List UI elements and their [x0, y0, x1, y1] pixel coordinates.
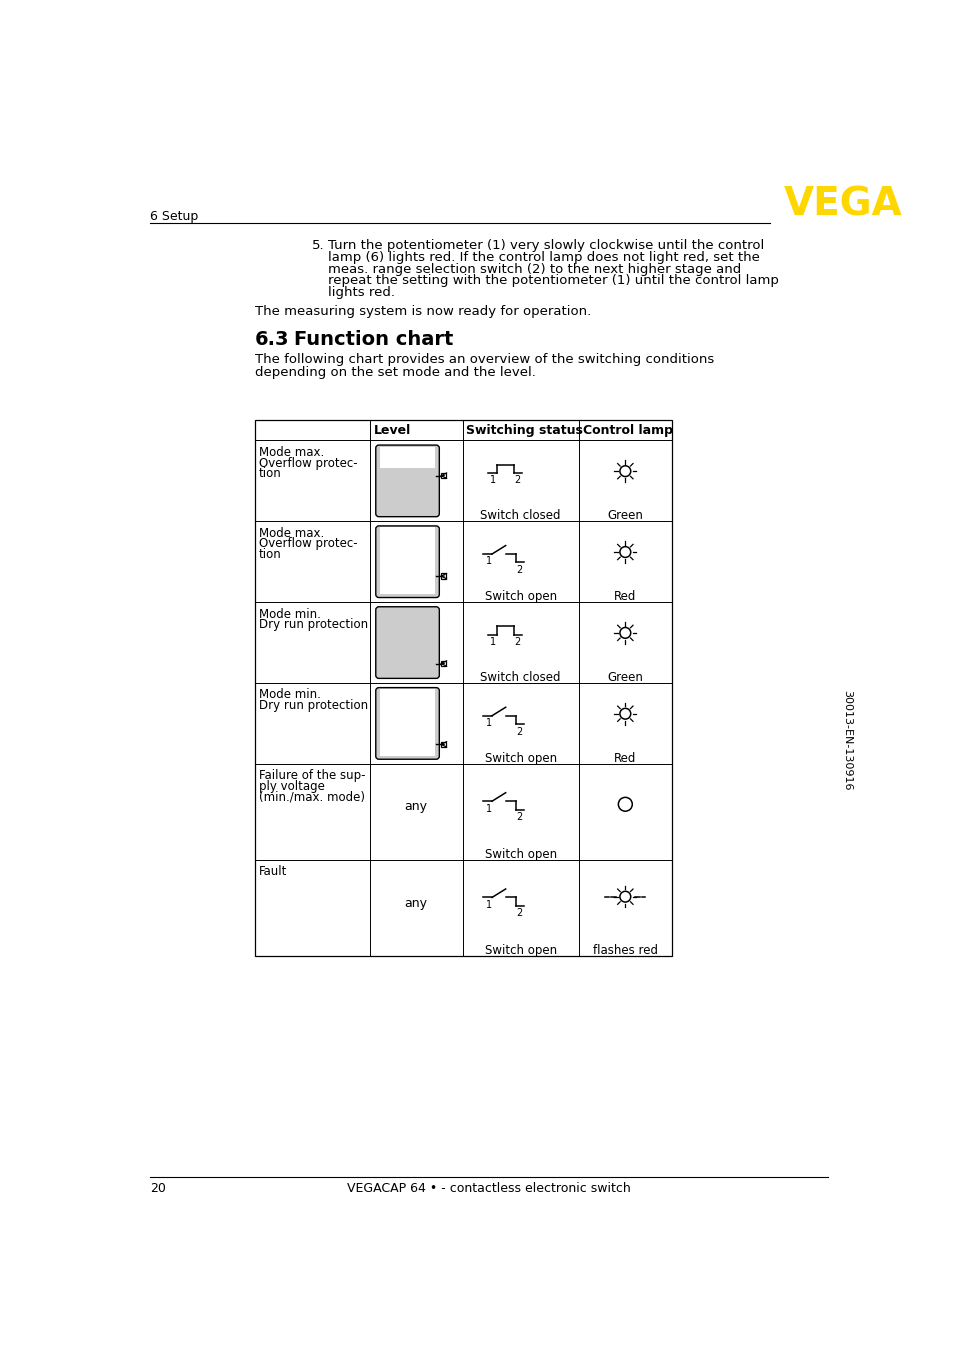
Text: The following chart provides an overview of the switching conditions: The following chart provides an overview… [254, 353, 714, 367]
Text: Red: Red [614, 590, 636, 603]
Text: repeat the setting with the potentiometer (1) until the control lamp: repeat the setting with the potentiomete… [328, 274, 779, 287]
Text: Switching status: Switching status [466, 424, 582, 437]
Text: Switch open: Switch open [484, 848, 557, 861]
Text: Switch open: Switch open [484, 751, 557, 765]
Text: 2: 2 [516, 565, 522, 575]
Text: 6 Setup: 6 Setup [150, 210, 198, 223]
FancyBboxPatch shape [375, 525, 439, 597]
Text: VEGACAP 64 • - contactless electronic switch: VEGACAP 64 • - contactless electronic sw… [347, 1182, 630, 1196]
Text: Fault: Fault [258, 865, 287, 879]
Text: any: any [404, 800, 427, 814]
Text: Mode max.: Mode max. [258, 527, 324, 540]
Text: depending on the set mode and the level.: depending on the set mode and the level. [254, 366, 536, 379]
Text: Mode min.: Mode min. [258, 688, 320, 701]
Text: 1: 1 [490, 475, 496, 486]
Text: Dry run protection: Dry run protection [258, 619, 368, 631]
Text: tion: tion [258, 548, 281, 562]
Text: lamp (6) lights red. If the control lamp does not light red, set the: lamp (6) lights red. If the control lamp… [328, 250, 760, 264]
Text: Switch closed: Switch closed [480, 670, 560, 684]
Text: any: any [404, 896, 427, 910]
Bar [254, 421, 671, 956]
Bar [380, 450, 435, 467]
Text: Overflow protec-: Overflow protec- [258, 456, 357, 470]
FancyBboxPatch shape [375, 445, 439, 517]
Bar [440, 574, 446, 578]
Text: Control lamp: Control lamp [582, 424, 672, 437]
Bar [440, 473, 446, 478]
Text: 1: 1 [485, 718, 491, 728]
Text: 2: 2 [516, 909, 522, 918]
Text: The measuring system is now ready for operation.: The measuring system is now ready for op… [254, 305, 591, 318]
Text: 1: 1 [490, 638, 496, 647]
Bar [440, 661, 446, 666]
Text: 1: 1 [485, 803, 491, 814]
Bar [380, 528, 435, 593]
Text: Switch open: Switch open [484, 590, 557, 603]
Text: 30013-EN-130916: 30013-EN-130916 [841, 689, 851, 791]
Text: (min./max. mode): (min./max. mode) [258, 791, 364, 804]
Text: Failure of the sup-: Failure of the sup- [258, 769, 365, 783]
Bar [440, 742, 446, 747]
Text: 2: 2 [516, 812, 522, 822]
Bar [380, 447, 435, 466]
Text: 1: 1 [485, 900, 491, 910]
Text: 1: 1 [485, 556, 491, 566]
Text: Mode max.: Mode max. [258, 445, 324, 459]
Text: 5.: 5. [311, 240, 324, 252]
Text: lights red.: lights red. [328, 286, 395, 299]
Text: Green: Green [607, 670, 642, 684]
Text: Overflow protec-: Overflow protec- [258, 538, 357, 551]
Text: flashes red: flashes red [592, 944, 658, 957]
Text: Dry run protection: Dry run protection [258, 699, 368, 712]
Text: tion: tion [258, 467, 281, 481]
Bar [380, 689, 435, 754]
Bar [380, 531, 435, 594]
Text: Green: Green [607, 509, 642, 523]
Text: Red: Red [614, 751, 636, 765]
Text: Mode min.: Mode min. [258, 608, 320, 620]
Text: 6.3: 6.3 [254, 330, 289, 349]
Text: Switch open: Switch open [484, 944, 557, 957]
Text: 2: 2 [514, 475, 519, 486]
Text: 2: 2 [514, 638, 519, 647]
Text: VEGA: VEGA [782, 185, 902, 223]
Text: meas. range selection switch (2) to the next higher stage and: meas. range selection switch (2) to the … [328, 263, 741, 276]
Text: 2: 2 [516, 727, 522, 737]
FancyBboxPatch shape [375, 688, 439, 760]
Text: Function chart: Function chart [294, 330, 454, 349]
Text: Level: Level [373, 424, 411, 437]
Text: Turn the potentiometer (1) very slowly clockwise until the control: Turn the potentiometer (1) very slowly c… [328, 240, 764, 252]
FancyBboxPatch shape [375, 607, 439, 678]
Bar [380, 692, 435, 756]
Text: Switch closed: Switch closed [480, 509, 560, 523]
Text: ply voltage: ply voltage [258, 780, 324, 793]
Text: 20: 20 [150, 1182, 166, 1196]
